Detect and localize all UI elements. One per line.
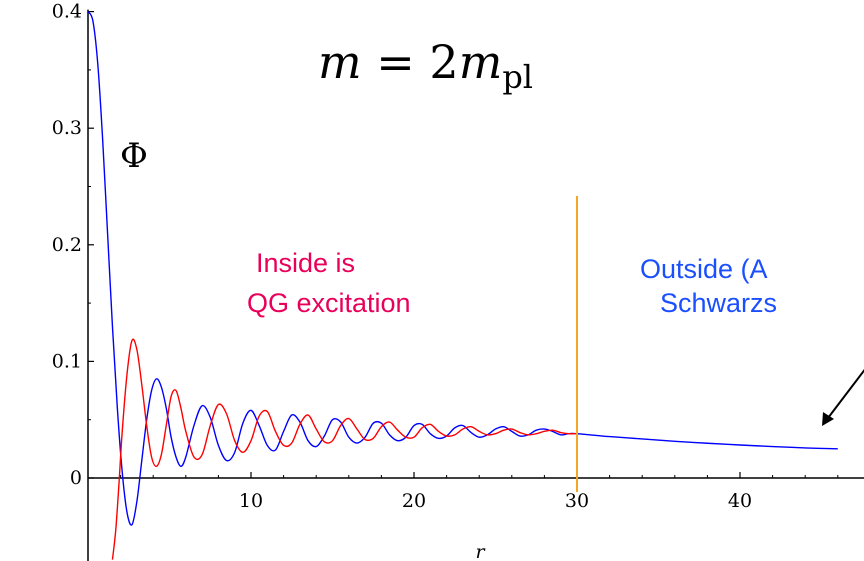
outside-line-1: Outside (A (640, 254, 768, 284)
inside-line-2: QG excitation (247, 288, 411, 318)
x-tick-label: 30 (565, 490, 589, 512)
inside-annotation: Inside is QG excitation (247, 248, 411, 318)
arrow-head (822, 412, 834, 426)
x-tick-label: 20 (402, 490, 426, 512)
inside-line-1: Inside is (256, 248, 355, 278)
annotation-arrow (822, 368, 864, 426)
x-tick-label: 10 (239, 490, 263, 512)
x-axis-label: r (475, 541, 486, 561)
y-axis-label: Φ (120, 136, 148, 176)
arrow-shaft (827, 368, 864, 419)
title-lhs: m (318, 35, 362, 89)
y-tick-label: 0.4 (52, 1, 82, 23)
y-tick-label: 0.2 (52, 234, 82, 256)
outside-line-2: Schwarzs (660, 288, 777, 318)
axes (87, 9, 864, 561)
y-tick-label: 0.1 (52, 350, 82, 372)
series-line-red (111, 338, 578, 560)
chart-title: m = 2mpl (318, 35, 533, 96)
outside-annotation: Outside (A Schwarzs (640, 254, 777, 318)
x-tick-label: 40 (728, 490, 752, 512)
title-sub: pl (502, 58, 533, 96)
series-layer (88, 11, 838, 560)
y-tick-label: 0 (70, 467, 82, 489)
title-m: m (459, 35, 503, 89)
y-tick-label: 0.3 (52, 117, 82, 139)
ticks: 0 0.1 0.2 0.3 0.4 10 20 30 40 (52, 1, 839, 512)
title-eq: = 2 (362, 35, 459, 89)
series-line-blue (88, 11, 838, 526)
